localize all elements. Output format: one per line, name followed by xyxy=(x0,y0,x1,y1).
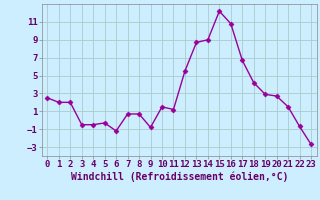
X-axis label: Windchill (Refroidissement éolien,°C): Windchill (Refroidissement éolien,°C) xyxy=(70,172,288,182)
